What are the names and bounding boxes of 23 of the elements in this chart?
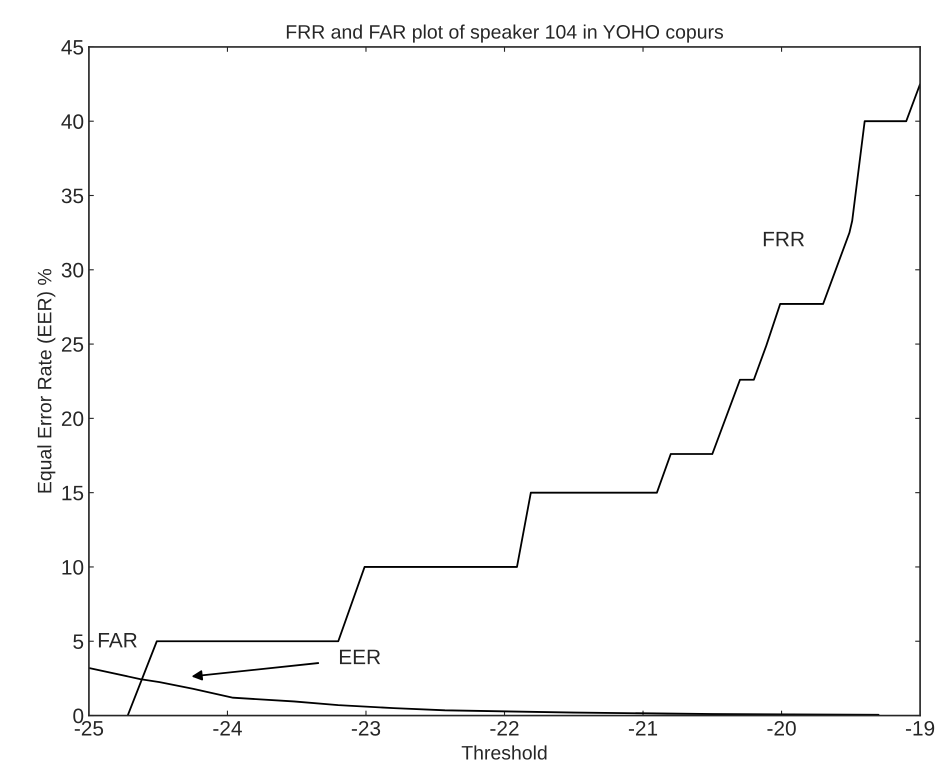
x-tick-label: -22 xyxy=(490,720,519,736)
chart-title: FRR and FAR plot of speaker 104 in YOHO copurs xyxy=(286,24,724,43)
x-tick-label: -21 xyxy=(628,720,658,736)
x-axis-title: Threshold xyxy=(462,745,546,760)
y-tick-label: 45 xyxy=(61,40,84,55)
x-tick-label: -25 xyxy=(74,720,104,736)
y-tick-label: 10 xyxy=(62,560,84,575)
x-tick-label: -20 xyxy=(767,720,796,736)
annotation: FRR xyxy=(764,232,804,246)
y-tick-label: 0 xyxy=(73,708,84,724)
y-tick-label: 35 xyxy=(62,188,84,204)
y-tick-label: 40 xyxy=(61,114,84,129)
x-tick-label: -19 xyxy=(906,720,934,736)
y-axis-title: Equal Error Rate (EER) % xyxy=(37,268,56,493)
y-tick-label: 5 xyxy=(73,634,84,649)
x-tick-label: -24 xyxy=(213,720,242,736)
annotation: FAR xyxy=(98,633,137,648)
y-tick-label: 25 xyxy=(62,337,84,352)
y-tick-label: 20 xyxy=(62,411,84,426)
x-tick-label: -23 xyxy=(352,720,380,736)
y-tick-label: 30 xyxy=(62,262,84,278)
annotation: EER xyxy=(340,650,380,664)
y-tick-label: 15 xyxy=(62,486,84,500)
